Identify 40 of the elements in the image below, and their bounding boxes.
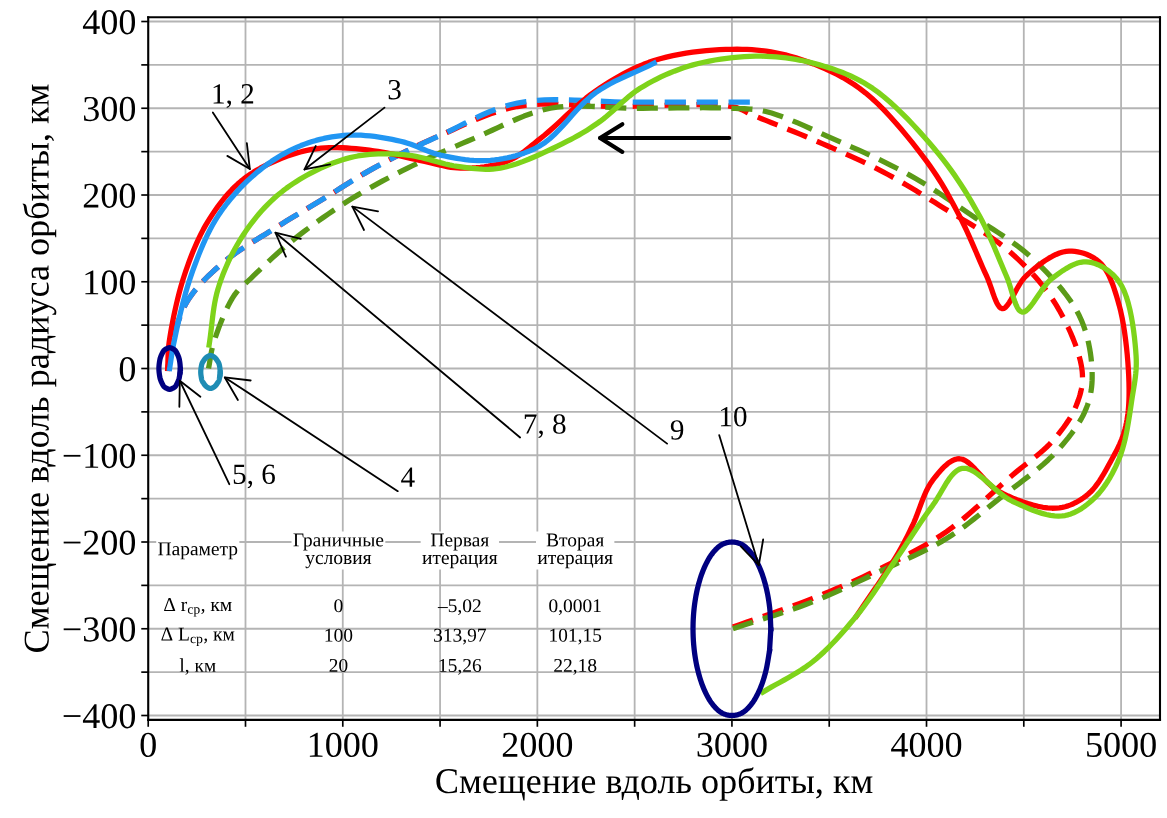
x-tick-label: 3000: [697, 732, 767, 758]
y-tick-label: 0: [119, 357, 136, 382]
annotation: 101,15: [550, 628, 602, 645]
y-tick-label: 400: [82, 10, 136, 35]
y-tick-label: −300: [63, 617, 136, 642]
annotation: 7, 8: [524, 414, 566, 439]
annotation: Граничные условия: [293, 533, 384, 569]
annotation: 100: [325, 628, 353, 642]
y-axis-title: Смещение вдоль радиуса орбиты, км: [22, 84, 57, 652]
annotation: 20: [329, 658, 348, 673]
x-axis-title: Смещение вдоль орбиты, км: [436, 767, 873, 801]
x-tick-label: 2000: [502, 732, 573, 758]
annotation: 15,26: [439, 658, 482, 675]
x-tick-label: 1000: [309, 732, 378, 758]
annotation: Δ r$_{ср}$, км: [164, 598, 232, 617]
annotation: 10: [720, 406, 747, 427]
y-tick-label: 200: [83, 183, 136, 208]
y-tick-label: −200: [63, 530, 136, 555]
annotation: 4: [401, 467, 415, 487]
y-tick-label: −100: [63, 443, 136, 469]
annotation: Вторая итерация: [537, 533, 613, 569]
x-tick-label: 4000: [891, 732, 962, 758]
x-tick-label: 0: [140, 732, 156, 758]
annotation: Параметр: [158, 542, 238, 560]
annotation: 5, 6: [233, 464, 275, 489]
annotation: l, км: [179, 658, 216, 675]
annotation: 0,0001: [549, 599, 601, 616]
annotation: 1, 2: [213, 84, 254, 108]
y-tick-label: 100: [85, 270, 136, 295]
annotation: 22,18: [554, 658, 597, 675]
y-tick-label: 300: [83, 96, 136, 122]
annotation: 0: [334, 599, 343, 613]
annotation: Δ L$_{ср}$, км: [161, 627, 235, 647]
annotation: 313,97: [434, 628, 487, 645]
annotation: 9: [670, 420, 684, 440]
x-tick-label: 5000: [1087, 732, 1156, 758]
annotation: –5,02: [437, 599, 481, 616]
y-tick-label: −400: [63, 704, 136, 729]
annotation: Первая итерация: [422, 533, 498, 569]
annotation: 3: [388, 79, 401, 100]
